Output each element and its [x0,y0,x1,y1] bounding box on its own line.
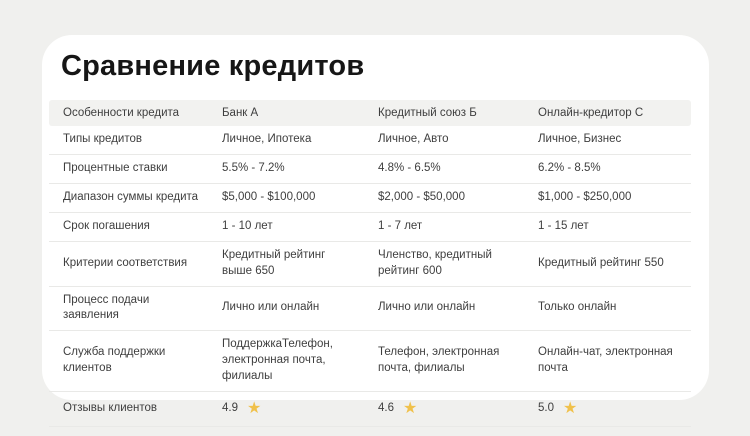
table-row: Процесс подачи заявления Лично или онлайн… [49,286,691,331]
feature-value-cell: $1,000 - $250,000 [538,191,632,204]
feature-value-cell: $2,000 - $50,000 [378,191,465,204]
feature-name-cell: Служба поддержки клиентов [63,346,166,374]
feature-value-cell: Только онлайн [538,301,617,314]
rating-cell: 5.0 ★ [524,391,691,426]
feature-value-cell: Кредитный рейтинг выше 650 [222,248,326,277]
feature-value-cell: 6.2% - 8.5% [538,162,601,175]
feature-value-cell: Кредитный рейтинг 550 [538,256,664,269]
feature-name-cell: Отзывы клиентов [63,401,158,414]
feature-value-cell: Членство, кредитный рейтинг 600 [378,248,492,277]
star-icon: ★ [563,399,578,417]
page-title: Сравнение кредитов [61,50,365,82]
header-row: Особенности кредита Банк А Кредитный сою… [49,100,691,127]
feature-name-cell: Критерии соответствия [63,256,188,269]
feature-value-cell: ПоддержкаТелефон, электронная почта, фил… [222,338,333,382]
feature-value-cell: Личное, Ипотека [222,133,312,146]
table-row: Служба поддержки клиентов ПоддержкаТелефо… [49,331,691,392]
table-container: Особенности кредита Банк А Кредитный сою… [49,100,691,427]
credit-comparison-table: Особенности кредита Банк А Кредитный сою… [49,100,691,427]
table-header: Особенности кредита Банк А Кредитный сою… [49,100,691,127]
rating-cell: 4.6 ★ [364,391,524,426]
feature-value-cell: Лично или онлайн [378,301,476,314]
table-row: Отзывы клиентов 4.9 ★ 4.6 ★ 5.0 ★ [49,391,691,427]
star-icon: ★ [247,399,262,417]
star-icon: ★ [403,399,418,417]
column-header-online-lender-c: Онлайн-кредитор С [524,100,691,127]
feature-name-cell: Процесс подачи заявления [63,293,150,322]
feature-value-cell: 4.8% - 6.5% [378,162,441,175]
feature-value-cell: Онлайн-чат, электронная почта [538,346,673,374]
table-row: Типы кредитов Личное, Ипотека Личное, Авто… [49,126,691,155]
feature-value-cell: Личное, Бизнес [538,133,622,146]
feature-value-cell: 5.5% - 7.2% [222,162,285,175]
feature-value-cell: 1 - 7 лет [378,219,423,232]
rating-cell: 4.9 ★ [208,391,364,426]
rating-value: 5.0 [538,401,554,414]
table-row: Процентные ставки 5.5% - 7.2% 4.8% - 6.5% 6… [49,155,691,184]
table-row: Диапазон суммы кредита $5,000 - $100,000 $… [49,184,691,213]
rating-value: 4.6 [378,401,394,414]
feature-name-cell: Процентные ставки [63,162,168,175]
column-header-features: Особенности кредита [49,100,208,127]
feature-value-cell: Лично или онлайн [222,301,320,314]
column-header-credit-union-b: Кредитный союз Б [364,100,524,127]
table-row: Критерии соответствия Кредитный рейтинг в… [49,241,691,286]
table-body: Типы кредитов Личное, Ипотека Личное, Авто… [49,126,691,427]
feature-value-cell: 1 - 15 лет [538,219,589,232]
rating-value: 4.9 [222,401,238,414]
feature-name-cell: Срок погашения [63,219,150,232]
comparison-card: Сравнение кредитов Особенности кредита Б… [42,35,709,427]
feature-value-cell: 1 - 10 лет [222,219,273,232]
column-header-bank-a: Банк А [208,100,364,127]
feature-value-cell: Личное, Авто [378,133,449,146]
feature-value-cell: Телефон, электронная почта, филиалы [378,346,500,374]
feature-name-cell: Диапазон суммы кредита [63,191,199,204]
feature-name-cell: Типы кредитов [63,133,142,146]
table-row: Срок погашения 1 - 10 лет 1 - 7 лет 1 - 15 … [49,212,691,242]
feature-value-cell: $5,000 - $100,000 [222,191,316,204]
